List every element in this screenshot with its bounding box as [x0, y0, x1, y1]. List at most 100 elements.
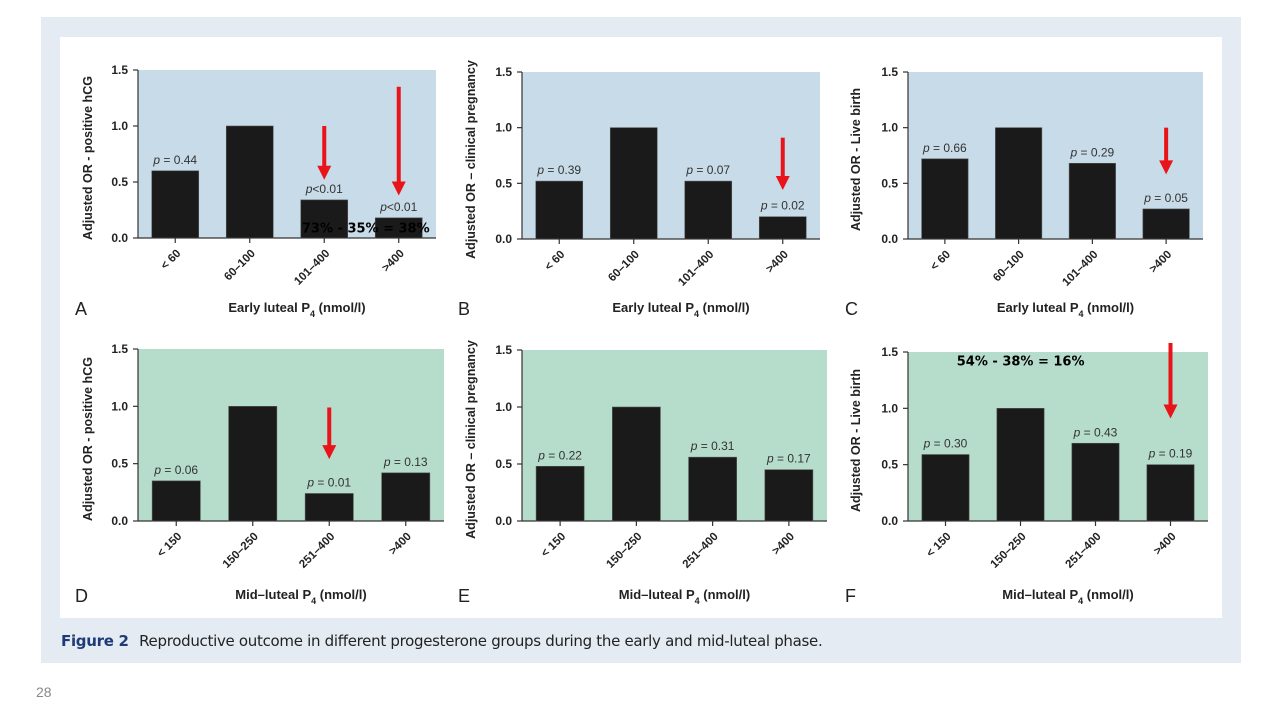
bar	[1146, 464, 1195, 522]
p-value-label: p = 0.13	[383, 455, 428, 469]
x-tick-label: 101–400	[676, 249, 716, 289]
p-value-label: p = 0.02	[760, 199, 805, 213]
x-tick-label: >400	[1152, 531, 1179, 558]
p-value-label: p = 0.31	[690, 439, 735, 453]
p-value-label: p = 0.43	[1073, 425, 1118, 439]
x-tick-label: >400	[764, 249, 791, 276]
bar	[304, 493, 354, 522]
y-tick-label: 0.0	[111, 231, 128, 245]
y-tick-label: 1.0	[111, 119, 128, 133]
p-value-label: p = 0.39	[536, 163, 581, 177]
red-arrow-icon	[775, 137, 790, 191]
y-tick-label: 0.5	[495, 457, 512, 471]
y-axis-label: Adjusted OR - positive hCG	[81, 76, 95, 240]
x-tick-label: >400	[1147, 249, 1174, 276]
y-axis-label: Adjusted OR - Live birth	[849, 369, 863, 512]
bar	[535, 465, 585, 522]
bar	[228, 406, 278, 522]
x-tick-label: < 60	[928, 249, 953, 274]
y-tick-label: 0.0	[495, 514, 512, 528]
y-axis-label: Adjusted OR – clinical pregnancy	[464, 340, 478, 539]
y-tick-label: 0.5	[881, 458, 898, 472]
x-tick-label: < 150	[925, 531, 954, 560]
panel-letter: A	[75, 299, 87, 319]
x-tick-label: 150–250	[221, 531, 261, 571]
x-tick-label: 150–250	[988, 531, 1028, 571]
y-tick-label: 1.5	[111, 342, 128, 356]
bar	[684, 180, 733, 240]
y-tick-label: 1.0	[495, 400, 512, 414]
x-tick-label: >400	[380, 248, 407, 275]
y-tick-label: 0.0	[495, 232, 512, 246]
bar	[688, 456, 737, 522]
x-tick-label: >400	[770, 531, 797, 558]
bar	[1071, 442, 1120, 522]
caption-label: Figure 2	[61, 632, 129, 650]
x-tick-label: 101–400	[1060, 249, 1100, 289]
y-tick-label: 0.5	[881, 176, 898, 190]
x-axis-label: Mid–luteal P4 (nmol/l)	[235, 587, 366, 606]
difference-annotation: 73% - 35% = 38%	[302, 221, 430, 236]
x-tick-label: >400	[387, 531, 414, 558]
chart-panel-a: 0.0 0.5 1.0 1.5 < 60 p = 0.44 60–100 101–400 p<0…	[75, 63, 436, 319]
bar	[921, 158, 969, 240]
bar	[151, 480, 201, 522]
x-tick-label: 60–100	[606, 249, 642, 285]
y-tick-label: 1.5	[111, 63, 128, 77]
y-tick-label: 0.5	[111, 175, 128, 189]
red-arrow-icon	[1163, 342, 1178, 419]
bar	[609, 127, 658, 240]
y-axis-label: Adjusted OR – clinical pregnancy	[464, 60, 478, 259]
difference-annotation: 54% - 38% = 16%	[957, 355, 1085, 370]
y-axis-label: Adjusted OR - Live birth	[849, 88, 863, 231]
x-tick-label: 251–400	[681, 531, 721, 571]
p-value-label: p = 0.30	[923, 437, 968, 451]
bar	[921, 454, 970, 522]
bar	[1142, 208, 1190, 240]
x-axis-label: Mid–luteal P4 (nmol/l)	[619, 587, 750, 606]
chart-panel-f: 0.0 0.5 1.0 1.5 < 150 p = 0.30 150–250 251–400 p…	[845, 342, 1208, 606]
panel-letter: B	[458, 299, 470, 319]
x-tick-label: < 60	[159, 248, 184, 273]
y-tick-label: 1.0	[881, 121, 898, 135]
p-value-label: p = 0.29	[1070, 145, 1115, 159]
p-value-label: p = 0.07	[685, 163, 730, 177]
p-value-label: p = 0.05	[1143, 191, 1188, 205]
y-tick-label: 0.5	[495, 176, 512, 190]
bar	[996, 408, 1045, 522]
x-tick-label: 60–100	[991, 249, 1027, 285]
y-axis-label: Adjusted OR - positive hCG	[81, 357, 95, 521]
chart-panel-c: 0.0 0.5 1.0 1.5 < 60 p = 0.66 60–100 101–400 p =…	[845, 65, 1203, 319]
y-tick-label: 1.0	[495, 121, 512, 135]
y-tick-label: 1.5	[495, 65, 512, 79]
p-value-label: p = 0.17	[766, 452, 811, 466]
x-tick-label: 101–400	[292, 248, 332, 288]
y-tick-label: 1.5	[881, 65, 898, 79]
x-tick-label: 150–250	[604, 531, 644, 571]
p-value-label: p = 0.22	[537, 448, 582, 462]
x-axis-label: Early luteal P4 (nmol/l)	[228, 300, 365, 319]
caption-text: Reproductive outcome in different proges…	[139, 632, 823, 650]
red-arrow-icon	[1159, 127, 1174, 175]
p-value-label: p = 0.44	[152, 153, 197, 167]
y-tick-label: 1.5	[495, 343, 512, 357]
chart-panel-e: 0.0 0.5 1.0 1.5 < 150 p = 0.22 150–250 251–400 p…	[458, 340, 827, 606]
page-number: 28	[36, 684, 52, 700]
panel-letter: F	[845, 586, 856, 606]
bar	[764, 469, 814, 522]
x-tick-label: 251–400	[1063, 531, 1103, 571]
y-tick-label: 1.5	[881, 345, 898, 359]
x-axis-label: Mid–luteal P4 (nmol/l)	[1002, 587, 1133, 606]
x-axis-label: Early luteal P4 (nmol/l)	[612, 300, 749, 319]
x-tick-label: < 60	[543, 249, 568, 274]
red-arrow-icon	[317, 126, 332, 180]
red-arrow-icon	[322, 407, 337, 460]
chart-panel-b: 0.0 0.5 1.0 1.5 < 60 p = 0.39 60–100 101–400 p =…	[458, 60, 820, 319]
y-tick-label: 0.0	[881, 232, 898, 246]
chart-panel-d: 0.0 0.5 1.0 1.5 < 150 p = 0.06 150–250 251–400 p…	[75, 342, 444, 606]
x-tick-label: < 150	[155, 531, 184, 560]
panel-letter: E	[458, 586, 470, 606]
y-tick-label: 1.0	[111, 399, 128, 413]
p-value-label: p<0.01	[379, 200, 417, 214]
